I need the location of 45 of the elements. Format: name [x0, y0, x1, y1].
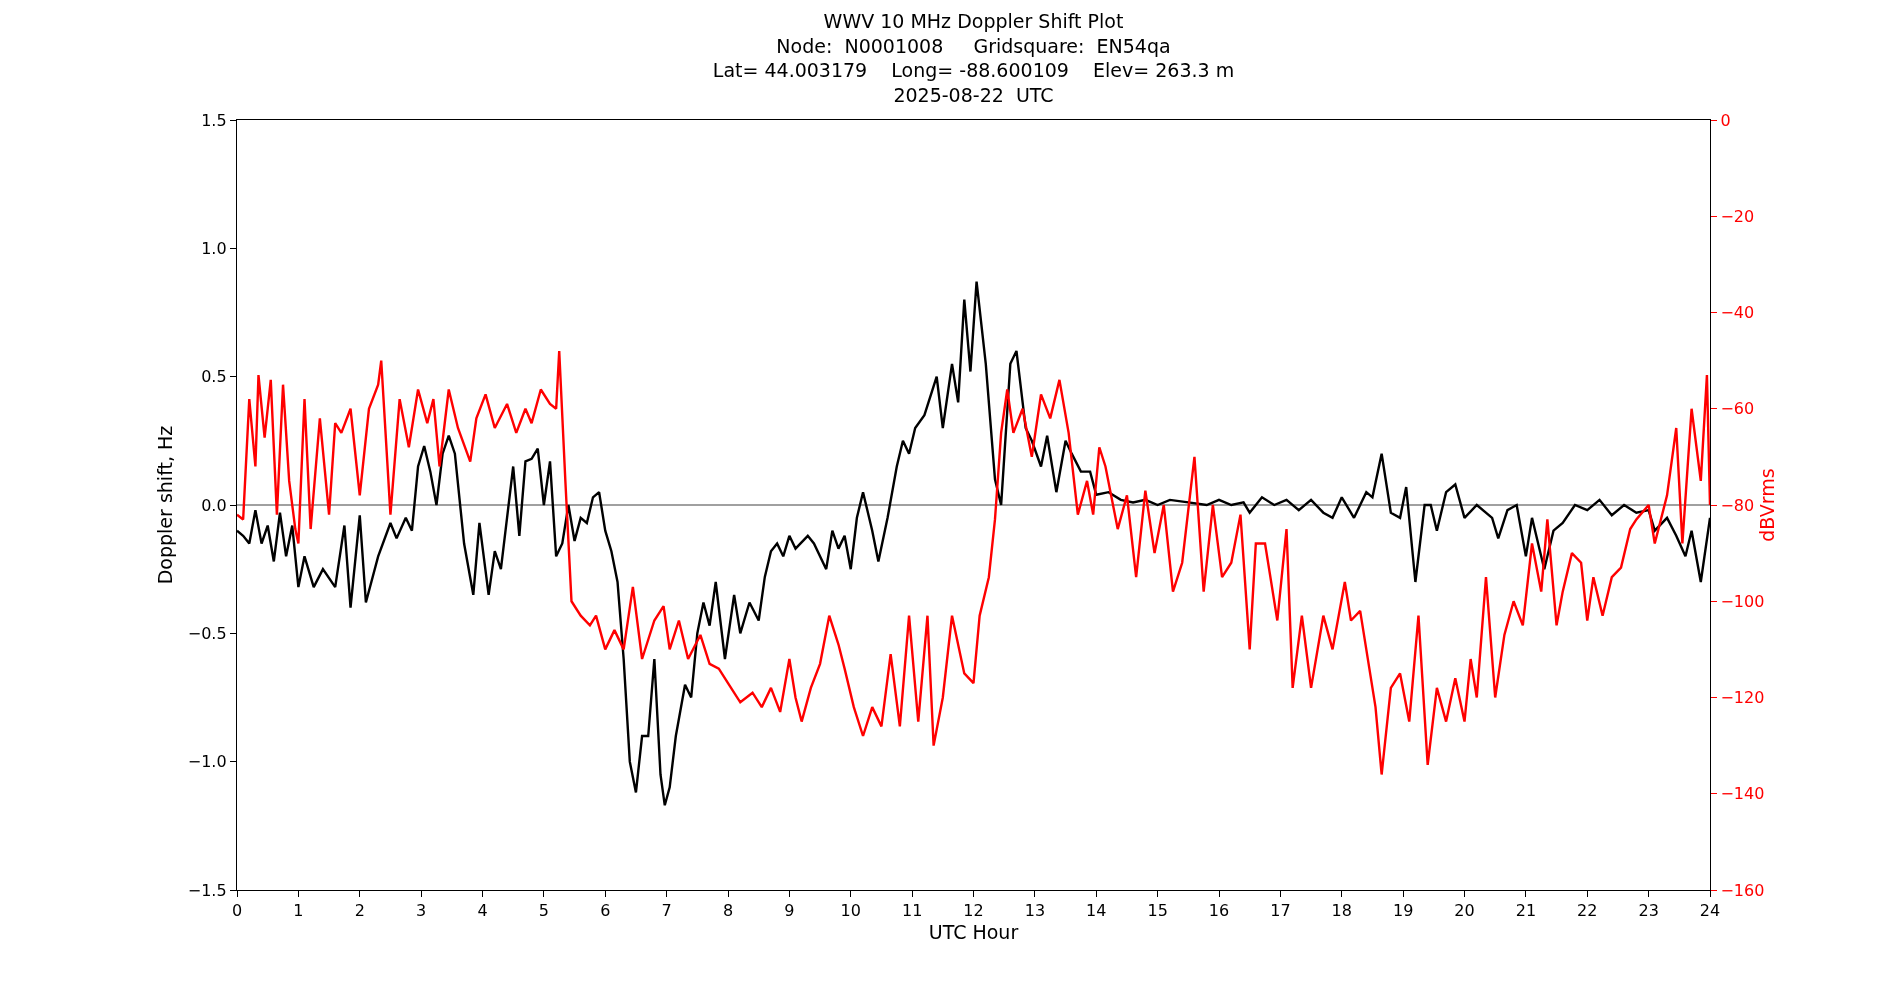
x-tick-label: 5 — [538, 901, 549, 921]
x-tick-label: 22 — [1577, 901, 1598, 921]
x-tick-label: 11 — [901, 901, 923, 921]
y2-tick-label: −60 — [1720, 399, 1755, 419]
x-tick-label: 17 — [1270, 901, 1291, 921]
y2-tick-label: −80 — [1720, 495, 1755, 515]
y2-tick-label: −100 — [1720, 591, 1765, 611]
x-tick-label: 9 — [784, 901, 795, 921]
chart-title: WWV 10 MHz Doppler Shift Plot Node: N0001008 Gridsquare: EN54qa Lat= 44.003179 Long= -88.600109 Elev= 263.3 m 2025-08-22 UTC — [712, 10, 1235, 107]
y-tick-label: 0.0 — [201, 495, 227, 515]
x-tick-label: 21 — [1515, 901, 1537, 921]
x-tick-label: 19 — [1392, 901, 1414, 921]
x-tick-label: 15 — [1147, 901, 1168, 921]
y-tick-label: 1.0 — [201, 238, 227, 258]
x-tick-label: 3 — [416, 901, 427, 921]
x-tick-label: 8 — [722, 901, 734, 921]
x-tick-label: 24 — [1699, 901, 1721, 921]
x-tick-label: 2 — [354, 901, 365, 921]
x-tick-label: 6 — [600, 901, 611, 921]
y2-tick-label: −140 — [1720, 784, 1765, 804]
y2-axis-title: dBVrms — [1756, 468, 1779, 542]
y-axis-title: Doppler shift, Hz — [153, 425, 176, 585]
y2-tick-label: −20 — [1720, 206, 1755, 226]
x-tick-label: 13 — [1024, 901, 1046, 921]
y-tick-label: 0.5 — [201, 367, 227, 387]
x-tick-label: 20 — [1454, 901, 1475, 921]
y-tick-label: −0.5 — [187, 623, 227, 643]
x-tick-label: 18 — [1331, 901, 1352, 921]
x-tick-label: 1 — [293, 901, 304, 921]
y2-tick-label: −120 — [1720, 688, 1765, 708]
x-tick-label: 12 — [963, 901, 984, 921]
x-axis-title: UTC Hour — [928, 921, 1019, 944]
x-tick-label: 7 — [661, 901, 672, 921]
x-tick-label: 0 — [231, 901, 243, 921]
x-tick-label: 4 — [477, 901, 488, 921]
x-tick-label: 10 — [840, 901, 861, 921]
y2-tick-label: 0 — [1720, 110, 1731, 130]
y-tick-label: 1.5 — [201, 110, 227, 130]
x-tick-label: 16 — [1208, 901, 1230, 921]
y2-tick-label: −40 — [1720, 303, 1755, 323]
x-tick-label: 23 — [1638, 901, 1659, 921]
y2-tick-label: −160 — [1720, 880, 1765, 900]
y-tick-label: −1.0 — [187, 752, 227, 772]
x-tick-label: 14 — [1086, 901, 1107, 921]
y-tick-label: −1.5 — [187, 880, 227, 900]
